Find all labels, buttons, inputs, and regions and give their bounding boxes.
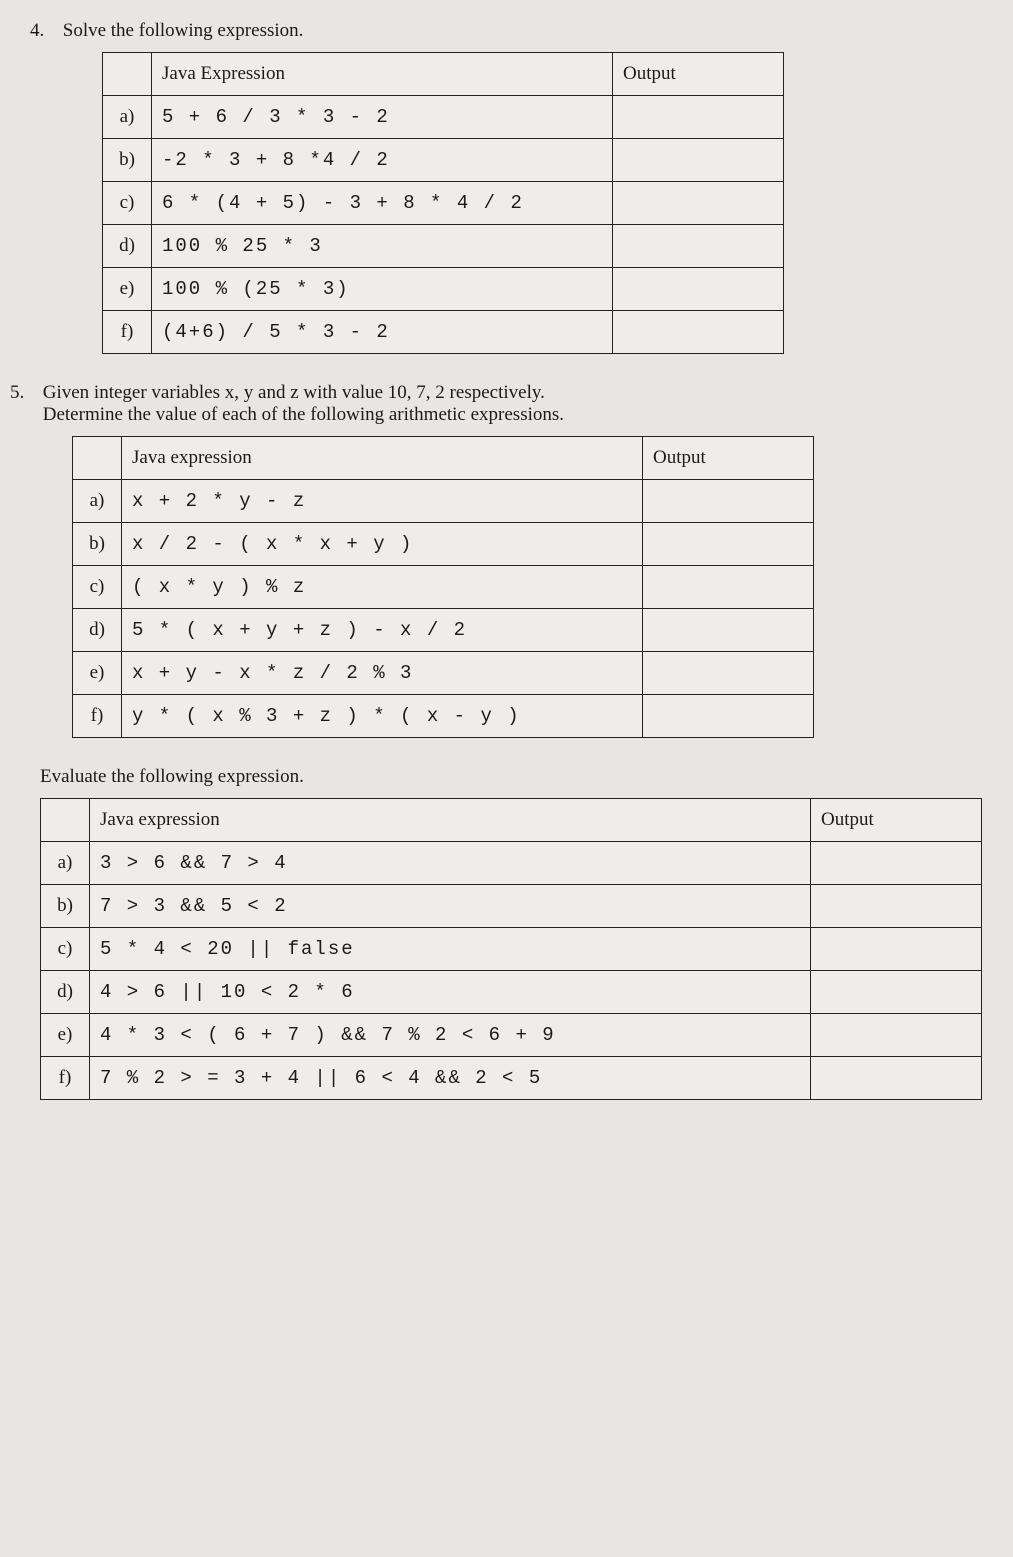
row-output xyxy=(643,480,814,523)
q4-prompt: 4. Solve the following expression. xyxy=(30,20,983,42)
row-expression: (4+6) / 5 * 3 - 2 xyxy=(152,311,613,354)
table-row: a)5 + 6 / 3 * 3 - 2 xyxy=(103,96,784,139)
table-row: c)6 * (4 + 5) - 3 + 8 * 4 / 2 xyxy=(103,182,784,225)
blank-header xyxy=(103,53,152,96)
blank-header xyxy=(73,437,122,480)
table-row: f)(4+6) / 5 * 3 - 2 xyxy=(103,311,784,354)
blank-header xyxy=(41,799,90,842)
row-output xyxy=(811,842,982,885)
header-output: Output xyxy=(613,53,784,96)
row-label: c) xyxy=(41,928,90,971)
question-5: 5. Given integer variables x, y and z wi… xyxy=(30,382,983,738)
q5-prompt-line2: Determine the value of each of the follo… xyxy=(43,404,564,425)
row-label: c) xyxy=(73,566,122,609)
row-expression: 7 > 3 && 5 < 2 xyxy=(90,885,811,928)
q5-prompt: 5. Given integer variables x, y and z wi… xyxy=(10,382,983,426)
row-output xyxy=(643,652,814,695)
q5-number: 5. xyxy=(10,382,38,404)
table-row: a)x + 2 * y - z xyxy=(73,480,814,523)
table-header-row: Java expression Output xyxy=(41,799,982,842)
row-output xyxy=(811,885,982,928)
table-row: d)4 > 6 || 10 < 2 * 6 xyxy=(41,971,982,1014)
row-label: e) xyxy=(103,268,152,311)
q5-table: Java expression Output a)x + 2 * y - z b… xyxy=(72,436,814,738)
row-expression: ( x * y ) % z xyxy=(122,566,643,609)
row-expression: 100 % 25 * 3 xyxy=(152,225,613,268)
row-expression: y * ( x % 3 + z ) * ( x - y ) xyxy=(122,695,643,738)
row-output xyxy=(643,523,814,566)
row-expression: -2 * 3 + 8 *4 / 2 xyxy=(152,139,613,182)
row-label: e) xyxy=(41,1014,90,1057)
question-4: 4. Solve the following expression. Java … xyxy=(30,20,983,354)
row-output xyxy=(811,1057,982,1100)
q6-table: Java expression Output a)3 > 6 && 7 > 4 … xyxy=(40,798,982,1100)
row-expression: 5 * ( x + y + z ) - x / 2 xyxy=(122,609,643,652)
row-expression: 3 > 6 && 7 > 4 xyxy=(90,842,811,885)
header-expression: Java expression xyxy=(122,437,643,480)
row-label: d) xyxy=(41,971,90,1014)
table-header-row: Java expression Output xyxy=(73,437,814,480)
header-expression: Java Expression xyxy=(152,53,613,96)
row-output xyxy=(613,268,784,311)
row-label: a) xyxy=(73,480,122,523)
table-row: a)3 > 6 && 7 > 4 xyxy=(41,842,982,885)
row-output xyxy=(613,225,784,268)
header-output: Output xyxy=(643,437,814,480)
row-output xyxy=(613,182,784,225)
row-label: f) xyxy=(73,695,122,738)
table-row: d)5 * ( x + y + z ) - x / 2 xyxy=(73,609,814,652)
row-output xyxy=(643,609,814,652)
row-output xyxy=(643,566,814,609)
table-row: c)( x * y ) % z xyxy=(73,566,814,609)
table-row: d)100 % 25 * 3 xyxy=(103,225,784,268)
row-label: e) xyxy=(73,652,122,695)
row-expression: 4 > 6 || 10 < 2 * 6 xyxy=(90,971,811,1014)
table-row: b)7 > 3 && 5 < 2 xyxy=(41,885,982,928)
row-expression: 7 % 2 > = 3 + 4 || 6 < 4 && 2 < 5 xyxy=(90,1057,811,1100)
row-label: a) xyxy=(103,96,152,139)
row-output xyxy=(643,695,814,738)
row-expression: 5 + 6 / 3 * 3 - 2 xyxy=(152,96,613,139)
table-row: f)y * ( x % 3 + z ) * ( x - y ) xyxy=(73,695,814,738)
row-label: b) xyxy=(41,885,90,928)
row-expression: 5 * 4 < 20 || false xyxy=(90,928,811,971)
table-row: b)x / 2 - ( x * x + y ) xyxy=(73,523,814,566)
table-row: c)5 * 4 < 20 || false xyxy=(41,928,982,971)
q4-number: 4. xyxy=(30,20,58,42)
table-row: e)4 * 3 < ( 6 + 7 ) && 7 % 2 < 6 + 9 xyxy=(41,1014,982,1057)
row-label: a) xyxy=(41,842,90,885)
table-row: e)100 % (25 * 3) xyxy=(103,268,784,311)
q4-table: Java Expression Output a)5 + 6 / 3 * 3 -… xyxy=(102,52,784,354)
row-output xyxy=(811,1014,982,1057)
row-expression: 6 * (4 + 5) - 3 + 8 * 4 / 2 xyxy=(152,182,613,225)
row-expression: 4 * 3 < ( 6 + 7 ) && 7 % 2 < 6 + 9 xyxy=(90,1014,811,1057)
row-label: d) xyxy=(73,609,122,652)
row-label: c) xyxy=(103,182,152,225)
table-row: b)-2 * 3 + 8 *4 / 2 xyxy=(103,139,784,182)
row-output xyxy=(613,311,784,354)
row-label: b) xyxy=(73,523,122,566)
header-output: Output xyxy=(811,799,982,842)
row-output xyxy=(613,139,784,182)
table-row: e)x + y - x * z / 2 % 3 xyxy=(73,652,814,695)
q6-prompt: Evaluate the following expression. xyxy=(40,766,983,788)
header-expression: Java expression xyxy=(90,799,811,842)
row-expression: x + 2 * y - z xyxy=(122,480,643,523)
row-label: f) xyxy=(103,311,152,354)
q5-prompt-text: Given integer variables x, y and z with … xyxy=(43,382,564,426)
table-header-row: Java Expression Output xyxy=(103,53,784,96)
q5-prompt-line1: Given integer variables x, y and z with … xyxy=(43,382,545,403)
row-expression: x / 2 - ( x * x + y ) xyxy=(122,523,643,566)
question-6: Evaluate the following expression. Java … xyxy=(30,766,983,1100)
row-label: f) xyxy=(41,1057,90,1100)
row-expression: 100 % (25 * 3) xyxy=(152,268,613,311)
row-output xyxy=(811,971,982,1014)
row-output xyxy=(811,928,982,971)
row-output xyxy=(613,96,784,139)
q4-prompt-text: Solve the following expression. xyxy=(63,20,304,41)
row-expression: x + y - x * z / 2 % 3 xyxy=(122,652,643,695)
row-label: d) xyxy=(103,225,152,268)
table-row: f)7 % 2 > = 3 + 4 || 6 < 4 && 2 < 5 xyxy=(41,1057,982,1100)
row-label: b) xyxy=(103,139,152,182)
